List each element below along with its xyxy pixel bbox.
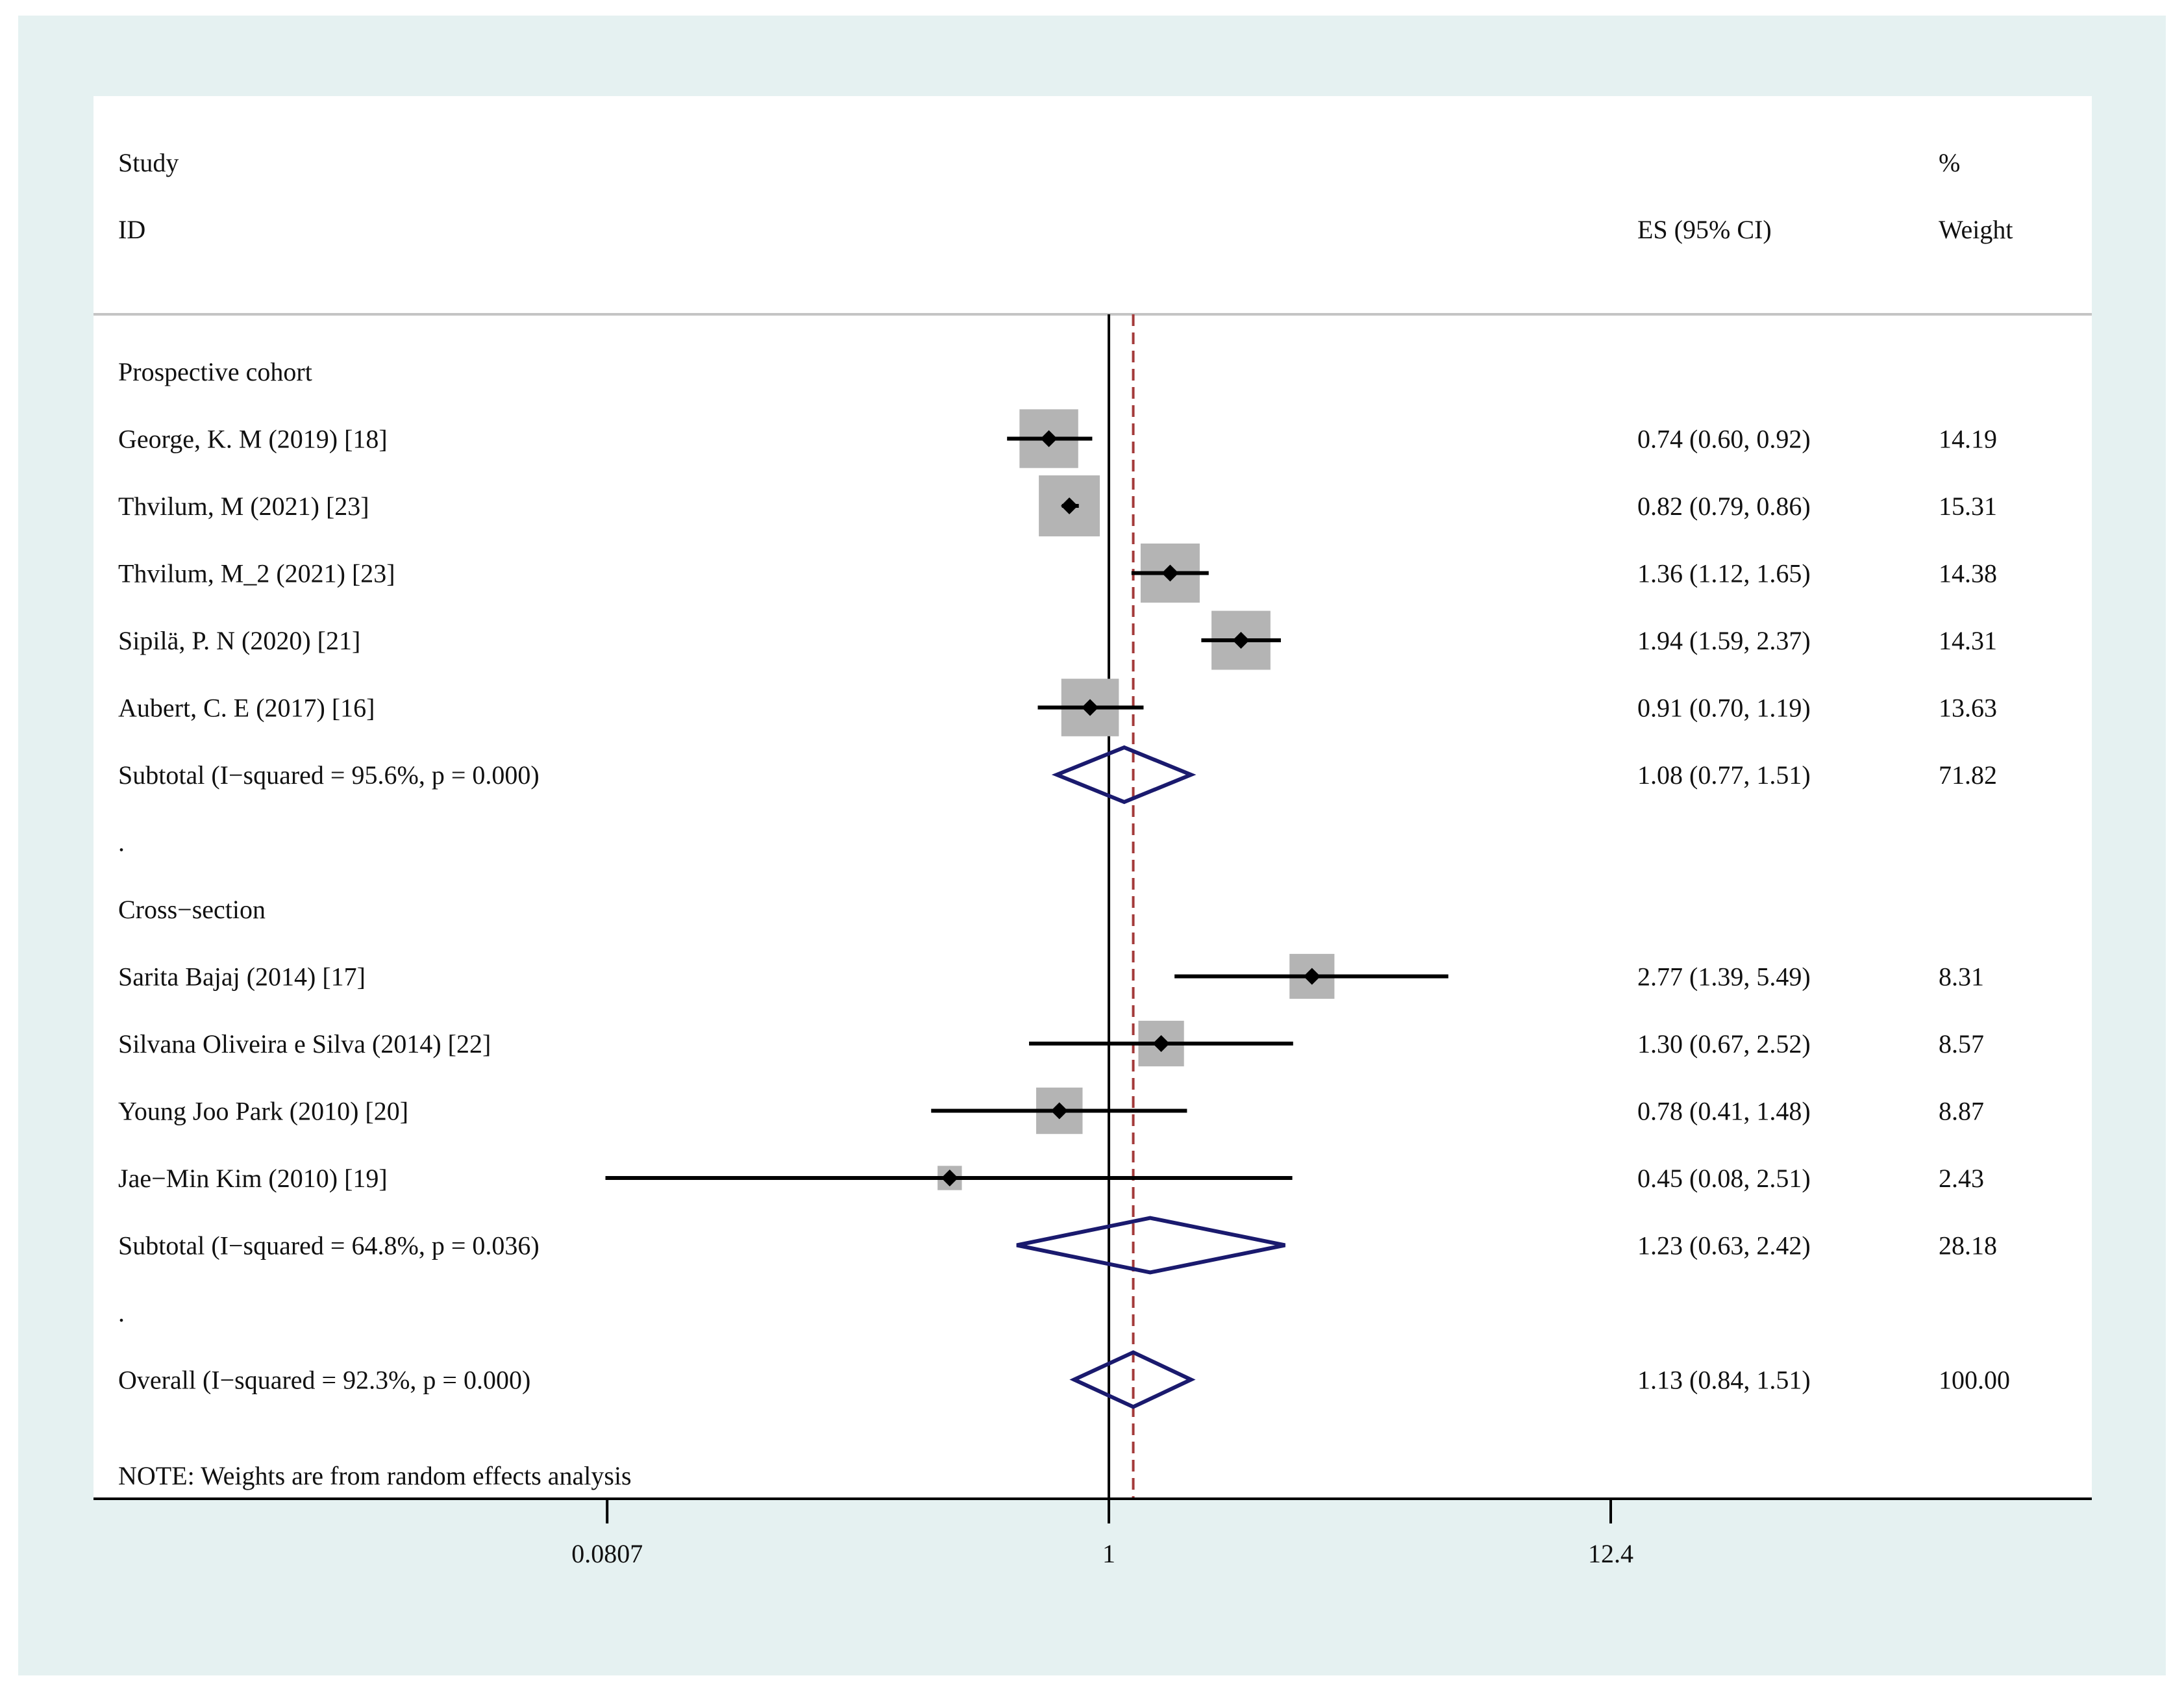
es-ci-text: 0.78 (0.41, 1.48) <box>1637 1097 1811 1126</box>
es-ci-text: 1.94 (1.59, 2.37) <box>1637 626 1811 655</box>
header-es: ES (95% CI) <box>1637 215 1772 244</box>
study-label: Silvana Oliveira e Silva (2014) [22] <box>118 1029 491 1058</box>
weight-text: 13.63 <box>1939 694 1997 723</box>
header-percent: % <box>1939 148 1960 177</box>
point-estimate <box>1050 1102 1068 1120</box>
point-estimate <box>1152 1035 1170 1052</box>
group-label: Cross−section <box>118 895 266 924</box>
note-text: NOTE: Weights are from random effects an… <box>118 1461 632 1490</box>
header-id: ID <box>118 215 145 244</box>
weight-text: 14.38 <box>1939 559 1997 588</box>
figure-background: Study ID ES (95% CI) % Weight Prospectiv… <box>18 16 2166 1675</box>
forest-plot: Study ID ES (95% CI) % Weight Prospectiv… <box>93 96 2092 1568</box>
study-label: Young Joo Park (2010) [20] <box>118 1097 408 1126</box>
weight-text: 8.87 <box>1939 1097 1984 1126</box>
es-ci-text: 1.23 (0.63, 2.42) <box>1637 1231 1811 1260</box>
weight-text: 28.18 <box>1939 1231 1997 1260</box>
es-ci-text: 1.36 (1.12, 1.65) <box>1637 559 1811 588</box>
weight-text: 14.31 <box>1939 626 1997 655</box>
x-axis-ticks: 0.0807 1 12.4 <box>571 1499 1633 1568</box>
weight-text: 8.31 <box>1939 962 1984 992</box>
spacer-label: . <box>118 1298 125 1327</box>
weight-text: 2.43 <box>1939 1164 1984 1193</box>
weight-text: 8.57 <box>1939 1029 1984 1058</box>
es-ci-text: 0.74 (0.60, 0.92) <box>1637 425 1811 454</box>
study-label: Thvilum, M (2021) [23] <box>118 492 369 521</box>
weight-text: 14.19 <box>1939 425 1997 454</box>
plot-panel <box>93 96 2092 1499</box>
overall-label: Overall (I−squared = 92.3%, p = 0.000) <box>118 1366 530 1395</box>
weight-text: 100.00 <box>1939 1366 2010 1395</box>
point-estimate <box>1082 699 1099 716</box>
study-label: Jae−Min Kim (2010) [19] <box>118 1164 388 1193</box>
study-label: George, K. M (2019) [18] <box>118 425 388 454</box>
es-ci-text: 0.82 (0.79, 0.86) <box>1637 492 1811 521</box>
spacer-label: . <box>118 828 125 857</box>
weight-text: 71.82 <box>1939 760 1997 790</box>
forest-marks <box>605 314 1448 1499</box>
point-estimate <box>1303 968 1321 985</box>
weight-text: 15.31 <box>1939 492 1997 521</box>
es-ci-text: 1.13 (0.84, 1.51) <box>1637 1366 1811 1395</box>
subtotal-diamond <box>1051 745 1197 805</box>
es-ci-text: 1.08 (0.77, 1.51) <box>1637 760 1811 790</box>
es-ci-text: 0.91 (0.70, 1.19) <box>1637 694 1811 723</box>
subtotal-diamond <box>1016 1216 1285 1275</box>
study-label: Sipilä, P. N (2020) [21] <box>118 626 360 655</box>
point-estimate <box>1040 430 1058 447</box>
x-tick-label: 0.0807 <box>571 1539 643 1568</box>
subtotal-label: Subtotal (I−squared = 95.6%, p = 0.000) <box>118 760 540 790</box>
subtotal-label: Subtotal (I−squared = 64.8%, p = 0.036) <box>118 1231 540 1260</box>
point-estimate <box>1061 497 1078 514</box>
x-tick-label: 12.4 <box>1588 1539 1633 1568</box>
group-label: Prospective cohort <box>118 357 312 386</box>
row-labels: Prospective cohort George, K. M (2019) [1… <box>118 357 2010 1395</box>
header-weight: Weight <box>1939 215 2013 244</box>
es-ci-text: 0.45 (0.08, 2.51) <box>1637 1164 1811 1193</box>
study-label: Aubert, C. E (2017) [16] <box>118 694 375 723</box>
point-estimate <box>1232 632 1250 649</box>
es-ci-text: 1.30 (0.67, 2.52) <box>1637 1029 1811 1058</box>
x-tick-label: 1 <box>1102 1539 1115 1568</box>
study-label: Sarita Bajaj (2014) [17] <box>118 962 366 992</box>
overall-diamond <box>1069 1350 1196 1409</box>
header-study: Study <box>118 148 179 177</box>
study-label: Thvilum, M_2 (2021) [23] <box>118 559 395 588</box>
es-ci-text: 2.77 (1.39, 5.49) <box>1637 962 1811 992</box>
point-estimate <box>1161 564 1179 582</box>
point-estimate <box>941 1170 958 1186</box>
